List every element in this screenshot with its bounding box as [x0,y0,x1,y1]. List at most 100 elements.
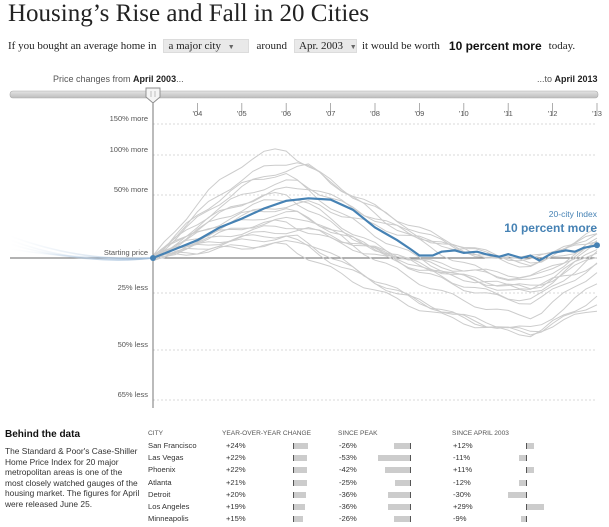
peak-cell: -36% [339,501,357,511]
since-cell: +11% [453,465,473,475]
yoy-bar [294,503,306,510]
table-row: Minneapolis +15% -26% -9% [148,514,608,526]
table-row: Phoenix +22% -42% +11% [148,465,608,477]
city-select[interactable]: a major city ▼ [163,39,250,53]
y-tick-label: Starting price [104,248,148,257]
city-context-line [152,148,598,268]
table-row: Los Angeles +19% -36% +29% [148,502,608,514]
date-select[interactable]: Apr. 2003 ▼ [294,39,357,53]
peak-bar-zero [410,479,411,486]
peak-bar [394,516,410,523]
x-tick-label: '13 [592,109,602,118]
peak-bar [395,479,410,486]
city-context-line [152,163,598,281]
city-context-line [152,172,598,293]
since-bar-zero [526,491,527,498]
col-header-yoy: YEAR-OVER-YEAR CHANGE [222,430,312,437]
since-bar-zero [526,503,527,510]
city-context-line [152,208,598,287]
since-bar [519,455,526,462]
city-table: CITY YEAR-OVER-YEAR CHANGE SINCE PEAK SI… [148,430,608,526]
y-tick-label: 100% more [110,145,148,154]
since-cell: -30% [453,489,471,499]
worth-value: 10 percent more [448,39,542,53]
peak-bar-zero [410,467,411,474]
table-row: Detroit +20% -36% -30% [148,490,608,502]
yoy-bar-zero [293,503,294,510]
yoy-bar [294,516,303,523]
city-context-line [152,234,598,329]
since-bar-zero [526,479,527,486]
since-cell: +12% [453,441,473,450]
city-cell: Las Vegas [148,453,184,463]
yoy-bar [294,467,308,474]
city-cell: Los Angeles [148,501,190,511]
yoy-bar-zero [293,467,294,474]
city-select-value: a major city [168,40,221,52]
slider-handle[interactable] [145,87,161,104]
yoy-cell: +24% [226,441,246,450]
page-title: Housing’s Rise and Fall in 20 Cities [8,0,370,27]
since-cell: -11% [453,453,471,463]
peak-cell: -36% [339,489,357,499]
peak-cell: -25% [339,477,357,487]
col-header-peak: SINCE PEAK [338,430,378,437]
since-bar [527,443,535,449]
since-cell: +29% [453,501,473,511]
peak-bar [378,455,410,462]
x-tick-label: '10 [459,109,469,118]
since-bar-zero [526,516,527,523]
yoy-cell: +20% [226,489,246,499]
series-start-point [150,255,156,261]
slider-end-label: ...to April 2013 [537,74,598,84]
peak-bar [384,467,410,474]
y-tick-label: 25% less [118,283,149,292]
peak-bar [394,443,410,449]
peak-bar [388,491,410,498]
yoy-bar-zero [293,479,294,486]
chevron-down-icon: ▼ [349,43,357,51]
time-slider-track[interactable] [9,90,599,99]
series-label: 20-city Index [549,209,598,219]
yoy-cell: +22% [226,453,246,463]
city-cell: San Francisco [148,441,197,450]
since-bar-zero [526,443,527,449]
x-tick-label: '11 [504,109,513,118]
city-context-line [152,234,598,333]
peak-bar-zero [410,455,411,462]
pre-start-line [9,248,154,260]
city-context-line [152,199,598,302]
since-bar [520,516,526,523]
x-tick-label: '05 [237,109,247,118]
peak-cell: -42% [339,465,357,475]
y-tick-label: 50% less [118,340,149,349]
table-row: San Francisco +24% -26% +12% [148,441,608,453]
city-context-line [152,179,598,264]
city-cell: Minneapolis [148,514,189,524]
x-tick-label: '09 [415,109,425,118]
sentence-part-4: today. [548,40,576,52]
peak-cell: -53% [339,453,357,463]
since-bar-zero [526,455,527,462]
city-context-line [152,239,598,336]
city-context-line [152,242,598,338]
yoy-bar-zero [293,443,294,449]
y-tick-label: 150% more [110,114,148,123]
peak-bar-zero [410,491,411,498]
yoy-cell: +22% [226,465,246,475]
table-row: Atlanta +21% -25% -12% [148,478,608,490]
yoy-bar [294,491,306,498]
city-context-line [152,219,598,290]
since-cell: -12% [453,477,471,487]
series-end-label: 10 percent more [504,221,597,235]
slider-start-date: April 2003 [133,74,177,84]
x-tick-label: '12 [548,109,558,118]
peak-bar [388,503,410,510]
since-bar-zero [526,467,527,474]
series-end-point [594,242,600,249]
notes-body: The Standard & Poor's Case-Shiller Home … [5,446,140,509]
yoy-bar-zero [293,455,294,462]
behind-the-data: Behind the data The Standard & Poor's Ca… [5,429,140,510]
yoy-cell: +15% [226,514,246,524]
since-bar [518,479,526,486]
